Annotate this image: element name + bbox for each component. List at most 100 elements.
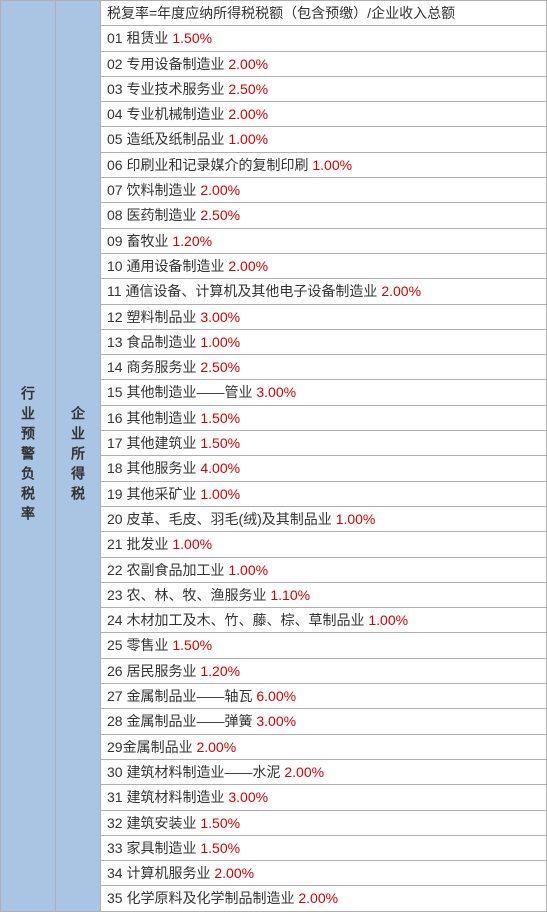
table-row: 30 建筑材料制造业——水泥 2.00% [101, 760, 546, 785]
tax-rate: 1.00% [312, 157, 352, 173]
table-row: 12 塑料制品业 3.00% [101, 305, 546, 330]
row-number: 25 [107, 637, 123, 653]
row-number: 13 [107, 334, 123, 350]
table-row: 31 建筑材料制造业 3.00% [101, 785, 546, 810]
row-number: 14 [107, 359, 123, 375]
tax-rate: 1.50% [200, 815, 240, 831]
table-row: 16 其他制造业 1.50% [101, 406, 546, 431]
table-row: 17 其他建筑业 1.50% [101, 431, 546, 456]
table-row: 29金属制品业 2.00% [101, 735, 546, 760]
row-number: 28 [107, 713, 123, 729]
table-row: 01 租赁业 1.50% [101, 26, 546, 51]
row-number: 01 [107, 30, 123, 46]
table-row: 13 食品制造业 1.00% [101, 330, 546, 355]
row-number: 15 [107, 384, 123, 400]
row-number: 11 [107, 283, 122, 299]
industry-name: 其他制造业——管业 [126, 384, 252, 400]
tax-rate: 3.00% [200, 309, 240, 325]
industry-name: 专业技术服务业 [126, 81, 224, 97]
tax-rate: 2.00% [381, 283, 421, 299]
tax-rate: 2.50% [228, 81, 268, 97]
industry-name: 畜牧业 [126, 233, 168, 249]
table-row: 28 金属制品业——弹簧 3.00% [101, 709, 546, 734]
industry-name: 计算机服务业 [126, 865, 210, 881]
table-row: 09 畜牧业 1.20% [101, 229, 546, 254]
tax-rate: 3.00% [228, 789, 268, 805]
tax-rate: 2.00% [228, 258, 268, 274]
industry-name: 建筑安装业 [126, 815, 196, 831]
table-row: 34 计算机服务业 2.00% [101, 861, 546, 886]
table-row: 15 其他制造业——管业 3.00% [101, 380, 546, 405]
row-number: 06 [107, 157, 123, 173]
table-row: 05 造纸及纸制品业 1.00% [101, 127, 546, 152]
table-row: 26 居民服务业 1.20% [101, 659, 546, 684]
tax-rate: 1.20% [172, 233, 212, 249]
category-column: 行业预警负税率 [1, 1, 56, 911]
row-number: 26 [107, 663, 123, 679]
row-number: 24 [107, 612, 123, 628]
tax-rate: 4.00% [200, 460, 240, 476]
table-row: 14 商务服务业 2.50% [101, 355, 546, 380]
tax-rate: 3.00% [256, 384, 296, 400]
row-number: 32 [107, 815, 123, 831]
table-row: 20 皮革、毛皮、羽毛(绒)及其制品业 1.00% [101, 507, 546, 532]
tax-rate: 1.00% [172, 536, 212, 552]
tax-rate: 1.50% [200, 840, 240, 856]
tax-rate: 2.00% [196, 739, 236, 755]
row-number: 27 [107, 688, 123, 704]
tax-rate: 1.00% [368, 612, 408, 628]
industry-name: 专业机械制造业 [126, 106, 224, 122]
industry-name: 其他服务业 [126, 460, 196, 476]
industry-name: 金属制品业——轴瓦 [126, 688, 252, 704]
row-number: 05 [107, 131, 123, 147]
row-number: 21 [107, 536, 123, 552]
row-number: 30 [107, 764, 123, 780]
industry-name: 商务服务业 [126, 359, 196, 375]
tax-rate: 1.00% [336, 511, 376, 527]
tax-rate: 1.50% [172, 30, 212, 46]
industry-name: 建筑材料制造业 [126, 789, 224, 805]
tax-rate: 2.50% [200, 359, 240, 375]
table-row: 07 饮料制造业 2.00% [101, 178, 546, 203]
industry-name: 塑料制品业 [126, 309, 196, 325]
industry-name: 农、林、牧、渔服务业 [126, 587, 266, 603]
row-number: 18 [107, 460, 123, 476]
tax-rate: 1.00% [200, 334, 240, 350]
industry-name: 农副食品加工业 [126, 562, 224, 578]
row-number: 20 [107, 511, 123, 527]
tax-rate: 1.50% [172, 637, 212, 653]
tax-rate: 2.00% [200, 182, 240, 198]
table-row: 22 农副食品加工业 1.00% [101, 558, 546, 583]
table-row: 10 通用设备制造业 2.00% [101, 254, 546, 279]
tax-rate: 1.00% [200, 486, 240, 502]
industry-name: 皮革、毛皮、羽毛(绒)及其制品业 [126, 511, 331, 527]
industry-name: 通信设备、计算机及其他电子设备制造业 [125, 283, 377, 299]
row-number: 07 [107, 182, 123, 198]
formula-row: 税复率=年度应纳所得税税额（包含预缴）/企业收入总额 [101, 1, 546, 26]
tax-rate: 1.00% [228, 131, 268, 147]
table-row: 21 批发业 1.00% [101, 532, 546, 557]
table-row: 08 医药制造业 2.50% [101, 203, 546, 228]
industry-name: 木材加工及木、竹、藤、棕、草制品业 [126, 612, 364, 628]
table-row: 33 家具制造业 1.50% [101, 836, 546, 861]
industry-name: 通用设备制造业 [126, 258, 224, 274]
row-number: 16 [107, 410, 123, 426]
industry-name: 化学原料及化学制品制造业 [126, 890, 294, 906]
row-number: 12 [107, 309, 123, 325]
row-number: 33 [107, 840, 123, 856]
row-number: 10 [107, 258, 123, 274]
industry-name: 家具制造业 [126, 840, 196, 856]
row-number: 17 [107, 435, 123, 451]
tax-type-column: 企业所得税 [56, 1, 101, 911]
tax-rate: 3.00% [256, 713, 296, 729]
industry-name: 建筑材料制造业——水泥 [126, 764, 280, 780]
tax-rate: 2.00% [284, 764, 324, 780]
tax-rate: 1.50% [200, 435, 240, 451]
category-label: 行业预警负税率 [18, 386, 38, 526]
industry-name: 金属制品业 [123, 739, 193, 755]
table-row: 24 木材加工及木、竹、藤、棕、草制品业 1.00% [101, 608, 546, 633]
industry-name: 饮料制造业 [126, 182, 196, 198]
tax-rate: 6.00% [256, 688, 296, 704]
table-row: 35 化学原料及化学制品制造业 2.00% [101, 886, 546, 910]
row-number: 08 [107, 207, 123, 223]
